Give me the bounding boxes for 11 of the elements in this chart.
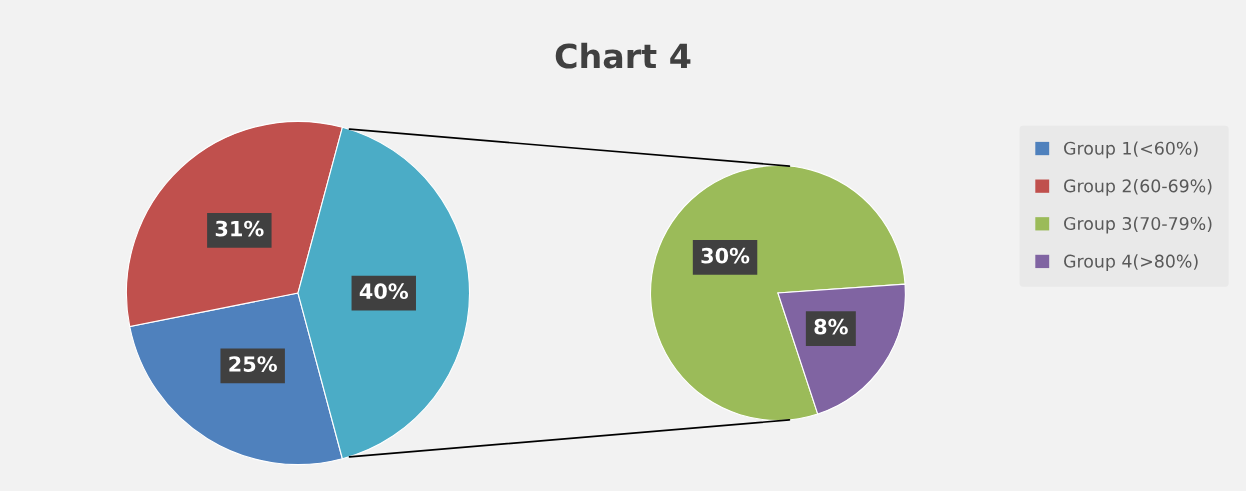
legend-label: Group 4(>80%) — [1064, 254, 1198, 272]
chart-title: Chart 4 — [555, 42, 691, 69]
data-label: 8% — [814, 318, 848, 335]
data-label: 30% — [701, 247, 750, 264]
data-label: 40% — [359, 283, 409, 300]
legend-label: Group 1(<60%) — [1064, 141, 1198, 159]
data-label: 31% — [215, 220, 264, 237]
legend-label: Group 2(60-69%) — [1064, 179, 1212, 196]
legend-label: Group 3(70-79%) — [1064, 216, 1212, 234]
pie-slice — [649, 165, 906, 421]
data-label: 25% — [229, 356, 277, 372]
